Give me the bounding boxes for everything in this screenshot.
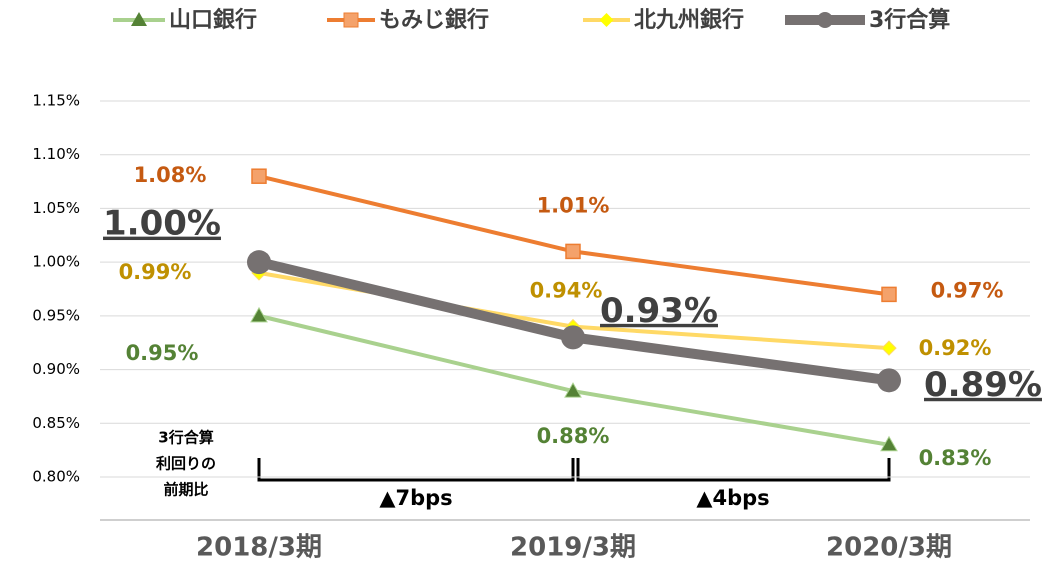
x-tick-label: 2018/3期 <box>196 533 322 563</box>
brackets <box>257 458 891 482</box>
legend-label: 3行合算 <box>869 7 950 33</box>
marker <box>564 382 582 398</box>
y-tick-label: 0.80% <box>32 468 80 486</box>
marker <box>877 368 901 393</box>
y-tick-label: 1.15% <box>32 92 80 110</box>
x-tick-label: 2019/3期 <box>510 533 636 563</box>
marker <box>881 340 897 356</box>
x-tick-label: 2020/3期 <box>826 533 952 563</box>
y-tick-label: 0.85% <box>32 414 80 432</box>
data-label: 0.95% <box>126 341 199 365</box>
legend-marker <box>817 12 833 28</box>
marker <box>880 435 898 452</box>
y-tick-label: 1.00% <box>32 253 80 271</box>
legend-marker <box>599 13 614 27</box>
y-tick-label: 1.10% <box>32 145 80 163</box>
legend-label: 北九州銀行 <box>634 7 744 33</box>
marker <box>881 286 897 303</box>
data-label: 0.97% <box>931 278 1004 302</box>
change-label: ▲4bps <box>696 486 769 510</box>
y-tick-label: 1.05% <box>32 199 80 217</box>
legend-label: もみじ銀行 <box>379 7 489 33</box>
legend-marker <box>343 12 359 28</box>
bracket <box>257 458 575 482</box>
data-label: 0.88% <box>537 424 610 448</box>
marker <box>251 168 267 184</box>
data-label: 0.99% <box>119 260 192 284</box>
data-label: 1.08% <box>134 163 207 187</box>
y-tick-label: 0.90% <box>32 360 80 378</box>
data-label: 0.89% <box>924 365 1042 405</box>
data-label: 0.92% <box>919 336 992 360</box>
marker <box>250 306 268 323</box>
data-label: 1.00% <box>103 204 221 244</box>
data-label: 0.94% <box>530 279 603 303</box>
data-label: 1.01% <box>537 193 610 217</box>
bracket <box>576 458 891 482</box>
marker <box>565 243 581 260</box>
marker <box>247 250 271 275</box>
note: 3行合算 <box>158 429 213 447</box>
y-tick-label: 0.95% <box>32 306 80 324</box>
legend-marker <box>131 12 147 26</box>
marker <box>561 325 585 350</box>
legend-label: 山口銀行 <box>169 7 257 33</box>
data-label: 0.93% <box>600 291 718 331</box>
data-label: 0.83% <box>919 446 992 470</box>
note: 利回りの <box>156 455 216 473</box>
change-label: ▲7bps <box>379 486 452 510</box>
note: 前期比 <box>163 481 208 499</box>
